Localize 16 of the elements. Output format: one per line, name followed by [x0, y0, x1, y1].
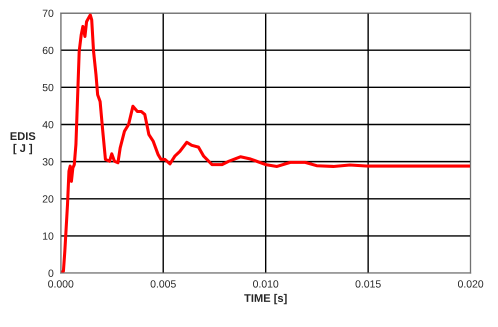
y-tick-label: 10 — [43, 232, 54, 240]
x-tick-label: 0.015 — [356, 280, 381, 288]
line-series — [60, 13, 471, 274]
y-tick-label: 30 — [42, 158, 54, 166]
y-tick-label: 0 — [48, 270, 54, 277]
x-tick-label: 0.005 — [150, 280, 176, 288]
x-tick-label: 0.020 — [458, 280, 484, 288]
y-tick-label: 50 — [42, 84, 54, 92]
y-axis-title: EDIS [ J ] — [10, 132, 36, 154]
y-tick-label: 20 — [42, 195, 54, 203]
x-axis-title: TIME [s] — [244, 294, 287, 304]
y-tick-label: 60 — [42, 46, 54, 54]
y-tick-label: 40 — [42, 120, 54, 128]
x-tick-label: 0.010 — [253, 280, 278, 288]
x-tick-label: 0.000 — [48, 280, 74, 288]
y-tick-label: 70 — [42, 10, 54, 17]
